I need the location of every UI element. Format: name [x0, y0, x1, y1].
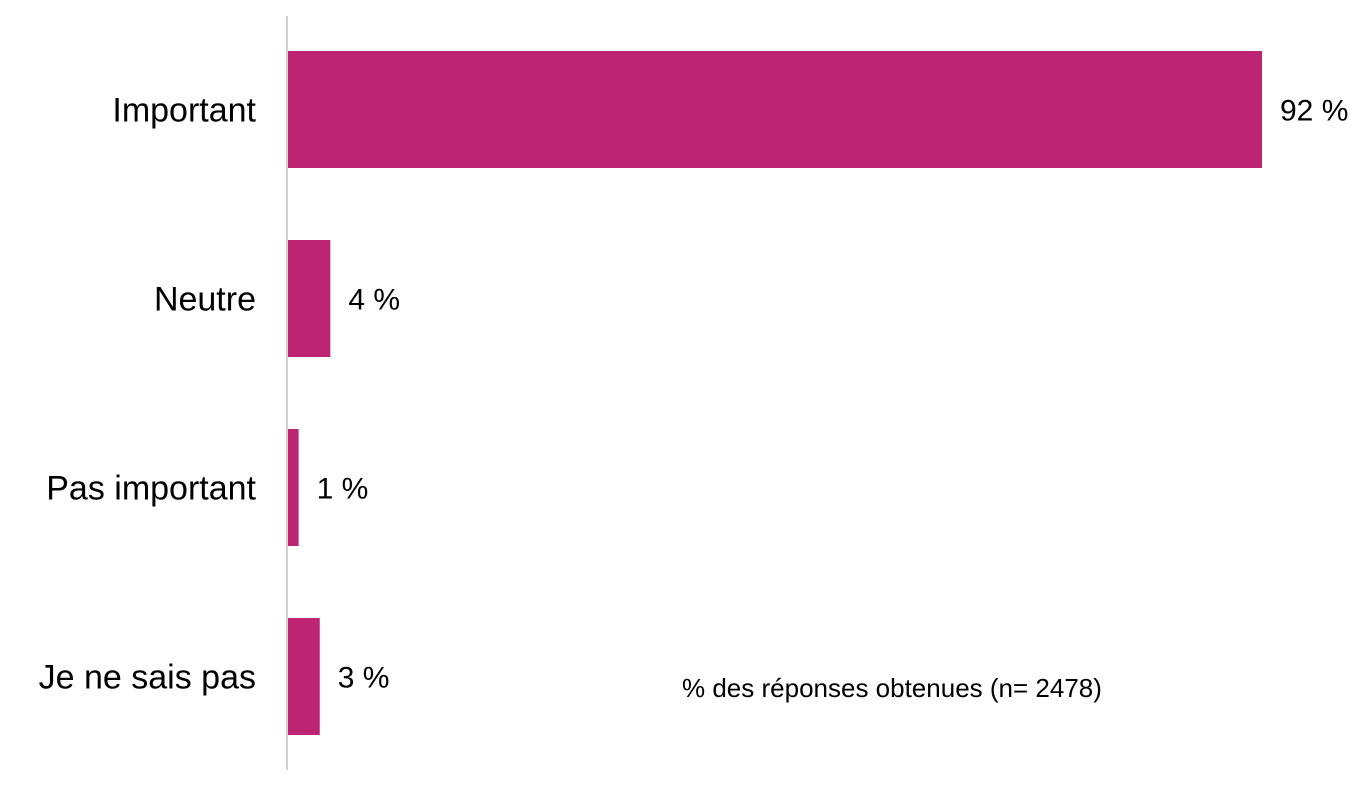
sample-size-note: % des réponses obtenues (n= 2478) [682, 673, 1102, 703]
category-label-pas-important: Pas important [46, 470, 256, 508]
bar-important [288, 51, 1262, 168]
bar-pas-important [288, 429, 299, 546]
value-label-pas-important: 1 % [317, 473, 369, 506]
value-label-neutre: 4 % [348, 284, 400, 317]
value-labels-group: 92 % 4 % 1 % 3 % [317, 95, 1349, 695]
bars-group [288, 51, 1262, 735]
category-label-important: Important [112, 92, 256, 130]
category-labels-group: Important Neutre Pas important Je ne sais p… [39, 92, 257, 697]
category-label-neutre: Neutre [154, 281, 256, 319]
value-label-je-ne-sais-pas: 3 % [338, 662, 390, 695]
bar-neutre [288, 240, 331, 357]
value-label-important: 92 % [1280, 95, 1348, 128]
category-label-je-ne-sais-pas: Je ne sais pas [39, 659, 256, 697]
bar-je-ne-sais-pas [288, 618, 320, 735]
